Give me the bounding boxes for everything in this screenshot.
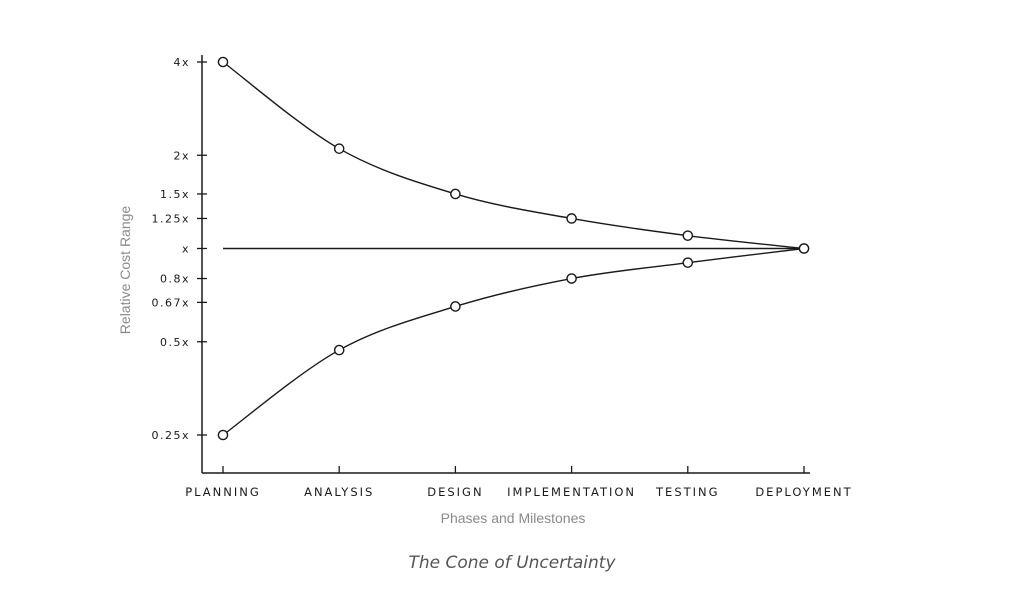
axes-layer: 4x 2x 1.5x 1.25x x 0.8x 0.67x 0.5x 0.25x PLANNING… <box>151 55 852 499</box>
y-tick-label: x <box>182 243 190 256</box>
y-tick-label: 0.8x <box>160 273 190 286</box>
chart-caption: The Cone of Uncertainty <box>408 553 616 573</box>
x-category-label: DEPLOYMENT <box>755 485 852 499</box>
y-tick-label: 4x <box>173 56 190 69</box>
data-point <box>682 257 694 268</box>
x-category-label: IMPLEMENTATION <box>507 485 636 499</box>
x-category-label: TESTING <box>655 485 720 499</box>
data-point <box>217 429 229 441</box>
lower-bound-series <box>222 247 805 436</box>
y-axis-title: Relative Cost Range <box>117 206 133 335</box>
x-category-label: DESIGN <box>427 485 483 499</box>
data-point <box>333 344 345 356</box>
y-tick-label: 0.25x <box>151 429 190 442</box>
data-point <box>450 188 461 200</box>
y-tick-label: 0.67x <box>151 296 190 309</box>
data-point <box>798 243 810 254</box>
data-point <box>566 213 577 224</box>
x-category-label: ANALYSIS <box>304 485 374 499</box>
y-tick-label: 1.25x <box>151 212 190 225</box>
upper-bound-series <box>222 61 805 250</box>
data-point <box>566 273 577 284</box>
y-tick-label: 1.5x <box>160 188 190 201</box>
x-axis-title: Phases and Milestones <box>441 510 586 526</box>
y-tick-label: 0.5x <box>160 336 190 349</box>
series-layer <box>222 61 805 436</box>
x-category-label: PLANNING <box>185 485 261 499</box>
marker-layer <box>217 56 810 441</box>
data-point <box>217 56 229 68</box>
data-point <box>333 143 345 154</box>
y-tick-label: 2x <box>173 149 190 162</box>
data-point <box>450 301 461 312</box>
data-point <box>682 230 694 241</box>
